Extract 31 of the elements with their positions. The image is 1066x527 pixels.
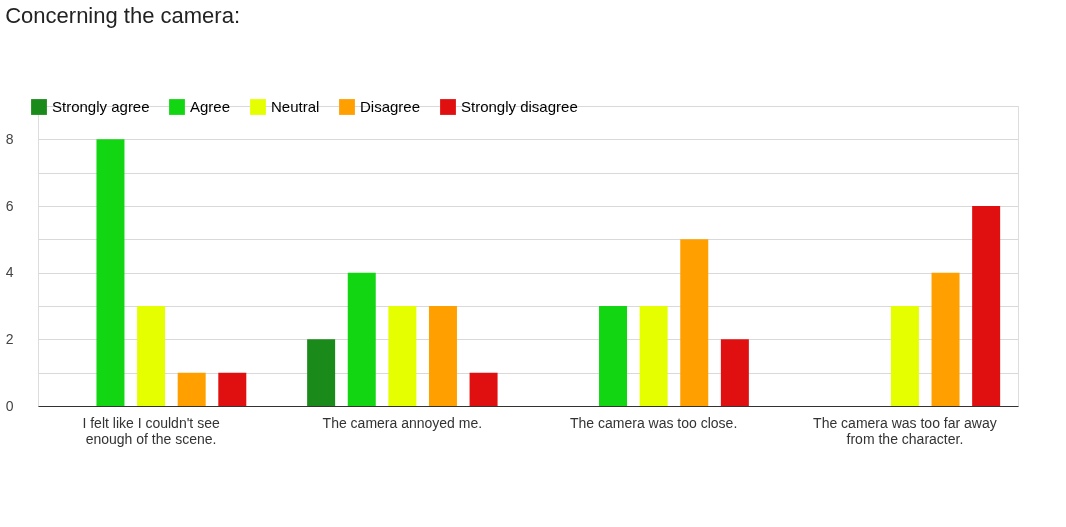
bar <box>639 306 668 406</box>
y-tick-label: 4 <box>5 264 14 281</box>
bar <box>890 306 919 406</box>
x-tick-label: The camera was too far away from the character. <box>813 414 997 447</box>
bar <box>931 272 960 406</box>
bar <box>680 239 709 406</box>
x-tick-label: I felt like I couldn't see enough of the scene. <box>82 414 220 447</box>
chart-title: Concerning the camera: <box>5 3 241 28</box>
bar <box>599 306 628 406</box>
legend-label: Disagree <box>360 98 421 115</box>
bar <box>218 372 247 406</box>
y-tick-label: 8 <box>5 130 14 147</box>
legend-label: Strongly disagree <box>461 98 578 115</box>
x-tick-label: The camera was too close. <box>569 414 738 431</box>
bar <box>428 306 457 406</box>
bar <box>137 306 166 406</box>
legend-label: Agree <box>190 98 231 115</box>
bar <box>307 339 336 406</box>
bar <box>347 272 376 406</box>
bar <box>96 139 125 406</box>
legend-label: Neutral <box>271 98 320 115</box>
y-tick-label: 6 <box>5 197 14 214</box>
bar <box>972 206 1001 406</box>
y-tick-label: 2 <box>5 330 14 347</box>
bar <box>177 372 206 406</box>
y-tick-label: 0 <box>5 397 14 414</box>
bar <box>720 339 749 406</box>
x-tick-label: The camera annoyed me. <box>322 414 483 431</box>
bar <box>469 372 498 406</box>
bar <box>388 306 417 406</box>
legend-label: Strongly agree <box>52 98 150 115</box>
